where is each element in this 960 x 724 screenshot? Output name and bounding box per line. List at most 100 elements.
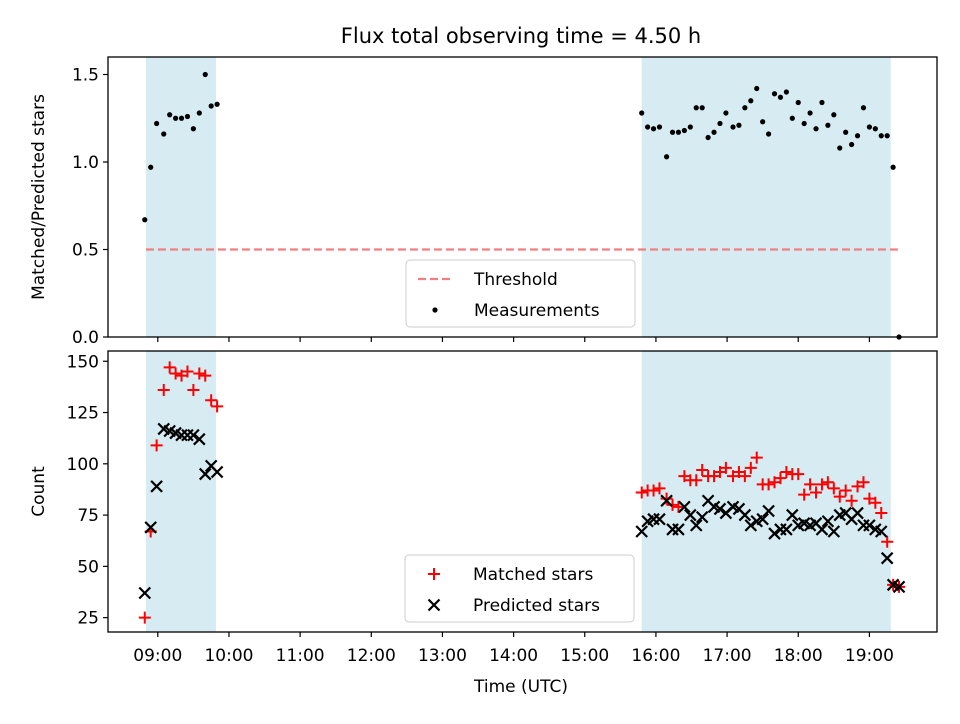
data-point bbox=[719, 461, 732, 474]
y-tick-label: 1.5 bbox=[72, 66, 99, 86]
data-point bbox=[866, 124, 872, 130]
data-point bbox=[663, 154, 670, 160]
x-tick-label: 16:00 bbox=[631, 646, 680, 666]
y-tick-label: 1.0 bbox=[72, 153, 99, 173]
data-point bbox=[762, 504, 775, 518]
x-tick-label: 11:00 bbox=[276, 646, 325, 666]
legend-label: Measurements bbox=[474, 301, 600, 321]
data-point bbox=[684, 508, 697, 522]
data-point bbox=[765, 131, 772, 137]
data-point bbox=[815, 478, 828, 491]
data-point bbox=[210, 465, 224, 479]
data-point bbox=[196, 110, 202, 116]
data-point bbox=[780, 466, 793, 479]
data-point bbox=[696, 463, 709, 476]
data-point bbox=[653, 482, 666, 495]
data-point bbox=[653, 512, 666, 526]
data-point bbox=[693, 105, 699, 111]
data-point bbox=[851, 506, 864, 520]
data-point bbox=[839, 484, 852, 497]
data-point bbox=[669, 129, 676, 135]
data-point bbox=[211, 400, 224, 413]
data-point bbox=[849, 141, 855, 148]
data-point bbox=[167, 112, 173, 118]
data-point bbox=[144, 521, 157, 534]
series-measurements bbox=[142, 71, 902, 340]
data-point bbox=[150, 480, 163, 493]
y-tick-label: 125 bbox=[67, 404, 99, 424]
data-point bbox=[705, 134, 711, 141]
data-point bbox=[635, 486, 648, 499]
y-tick-label: 0.5 bbox=[72, 241, 99, 261]
x-axis-label: Time (UTC) bbox=[473, 677, 568, 697]
data-point bbox=[187, 428, 200, 442]
data-point bbox=[738, 470, 751, 483]
data-point bbox=[181, 365, 194, 378]
data-point bbox=[681, 127, 687, 134]
data-point bbox=[699, 105, 705, 111]
data-point bbox=[831, 112, 837, 118]
data-point bbox=[810, 486, 823, 499]
data-point bbox=[821, 476, 834, 489]
y-tick-label: 50 bbox=[77, 557, 99, 577]
shaded-interval-2 bbox=[641, 57, 891, 337]
data-point bbox=[872, 126, 878, 132]
x-tick-label: 15:00 bbox=[560, 646, 609, 666]
data-point bbox=[833, 490, 846, 503]
data-point bbox=[792, 468, 805, 481]
data-point bbox=[845, 494, 858, 507]
data-point bbox=[744, 519, 758, 532]
x-tick-label: 10:00 bbox=[204, 646, 253, 666]
data-point bbox=[690, 474, 703, 487]
data-point bbox=[198, 467, 212, 481]
data-point bbox=[760, 119, 766, 125]
data-point bbox=[736, 122, 742, 128]
data-point bbox=[874, 525, 888, 538]
data-point bbox=[878, 133, 884, 139]
data-point bbox=[762, 478, 775, 491]
data-point bbox=[748, 98, 754, 104]
data-point bbox=[687, 124, 693, 130]
data-point bbox=[744, 461, 757, 474]
data-point bbox=[869, 496, 882, 509]
data-point bbox=[214, 101, 220, 107]
y-tick-label: 75 bbox=[77, 506, 99, 526]
data-point bbox=[161, 131, 167, 137]
data-point bbox=[774, 472, 787, 485]
x-tick-label: 12:00 bbox=[347, 646, 396, 666]
data-point bbox=[675, 129, 682, 135]
data-point bbox=[783, 89, 789, 95]
data-point bbox=[157, 383, 170, 396]
data-point bbox=[148, 164, 154, 170]
data-point bbox=[827, 482, 840, 495]
data-point bbox=[208, 103, 214, 109]
data-point bbox=[178, 115, 185, 121]
data-point bbox=[193, 367, 206, 380]
data-point bbox=[837, 145, 843, 151]
y-tick-label: 0.0 bbox=[72, 328, 99, 348]
data-point bbox=[154, 120, 160, 127]
series-matched-stars bbox=[138, 361, 906, 624]
series-predicted-stars bbox=[138, 422, 906, 600]
data-point bbox=[738, 508, 752, 522]
data-point bbox=[202, 71, 208, 78]
data-point bbox=[656, 124, 663, 130]
data-point bbox=[777, 94, 784, 100]
legend-label: Matched stars bbox=[473, 565, 593, 585]
legend-box bbox=[404, 554, 635, 623]
data-point bbox=[635, 525, 648, 538]
shaded-interval-1 bbox=[145, 351, 216, 632]
data-point bbox=[819, 99, 825, 106]
y-tick-label: 25 bbox=[77, 609, 99, 629]
data-point bbox=[825, 122, 831, 128]
y-tick-label: 100 bbox=[67, 455, 99, 475]
data-point bbox=[821, 514, 835, 528]
legend-box bbox=[405, 259, 636, 328]
legend-marker bbox=[432, 307, 438, 313]
data-point bbox=[798, 488, 811, 501]
data-point bbox=[881, 535, 894, 548]
data-point bbox=[645, 124, 651, 130]
legend: Threshold Measurements bbox=[405, 259, 636, 328]
data-point bbox=[672, 500, 685, 513]
